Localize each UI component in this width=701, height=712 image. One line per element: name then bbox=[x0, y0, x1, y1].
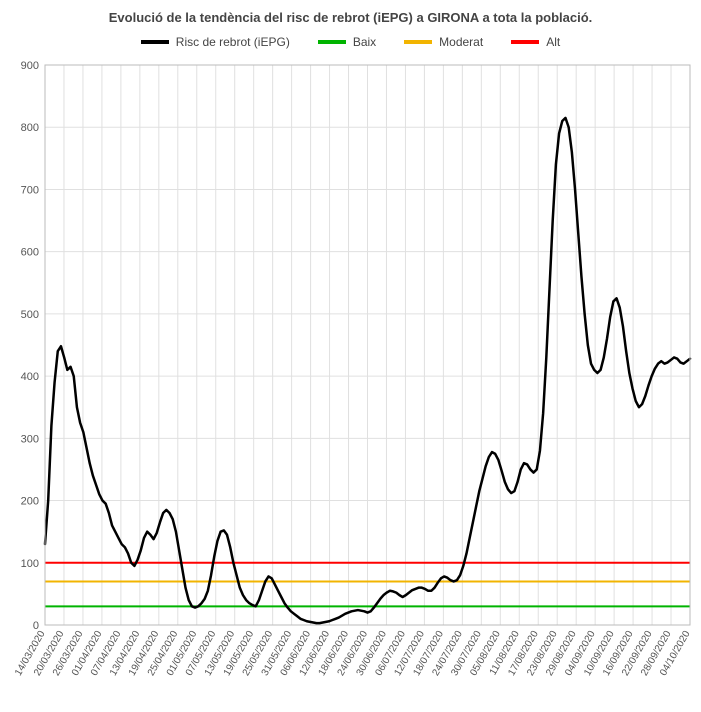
chart-svg: 0100200300400500600700800900 14/03/20202… bbox=[0, 0, 701, 712]
ytick-label: 800 bbox=[21, 122, 39, 134]
yticks-group: 0100200300400500600700800900 bbox=[21, 60, 39, 632]
grid-group bbox=[45, 65, 690, 625]
ytick-label: 500 bbox=[21, 309, 39, 321]
ytick-label: 700 bbox=[21, 184, 39, 196]
ytick-label: 100 bbox=[21, 558, 39, 570]
ytick-label: 300 bbox=[21, 433, 39, 445]
ytick-label: 400 bbox=[21, 371, 39, 383]
ytick-label: 900 bbox=[21, 60, 39, 72]
xticks-group: 14/03/202020/03/202026/03/202001/04/2020… bbox=[13, 629, 693, 678]
ytick-label: 600 bbox=[21, 247, 39, 259]
ytick-label: 200 bbox=[21, 496, 39, 508]
chart-container: Evolució de la tendència del risc de reb… bbox=[0, 0, 701, 712]
